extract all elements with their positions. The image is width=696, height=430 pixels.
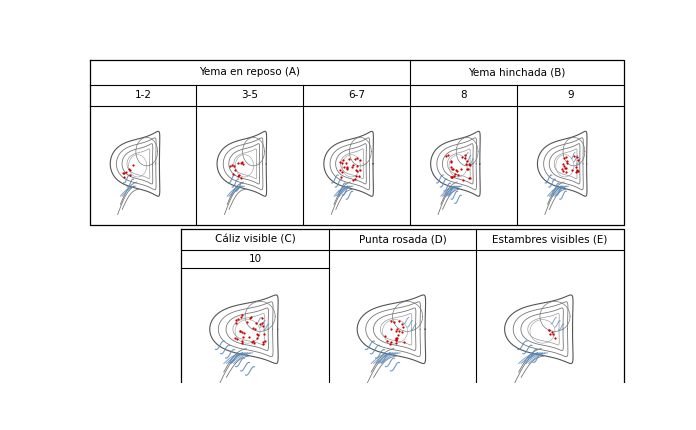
Text: 6-7: 6-7 (348, 90, 365, 101)
Text: Yema hinchada (B): Yema hinchada (B) (468, 67, 566, 77)
Text: 10: 10 (248, 255, 262, 264)
Text: Estambres visibles (E): Estambres visibles (E) (492, 234, 608, 245)
Text: Cáliz visible (C): Cáliz visible (C) (215, 234, 296, 245)
Text: 1-2: 1-2 (134, 90, 152, 101)
Text: Punta rosada (D): Punta rosada (D) (358, 234, 446, 245)
Text: 8: 8 (460, 90, 467, 101)
Text: 9: 9 (567, 90, 574, 101)
Text: Yema en reposo (A): Yema en reposo (A) (199, 67, 301, 77)
Text: 3-5: 3-5 (242, 90, 258, 101)
